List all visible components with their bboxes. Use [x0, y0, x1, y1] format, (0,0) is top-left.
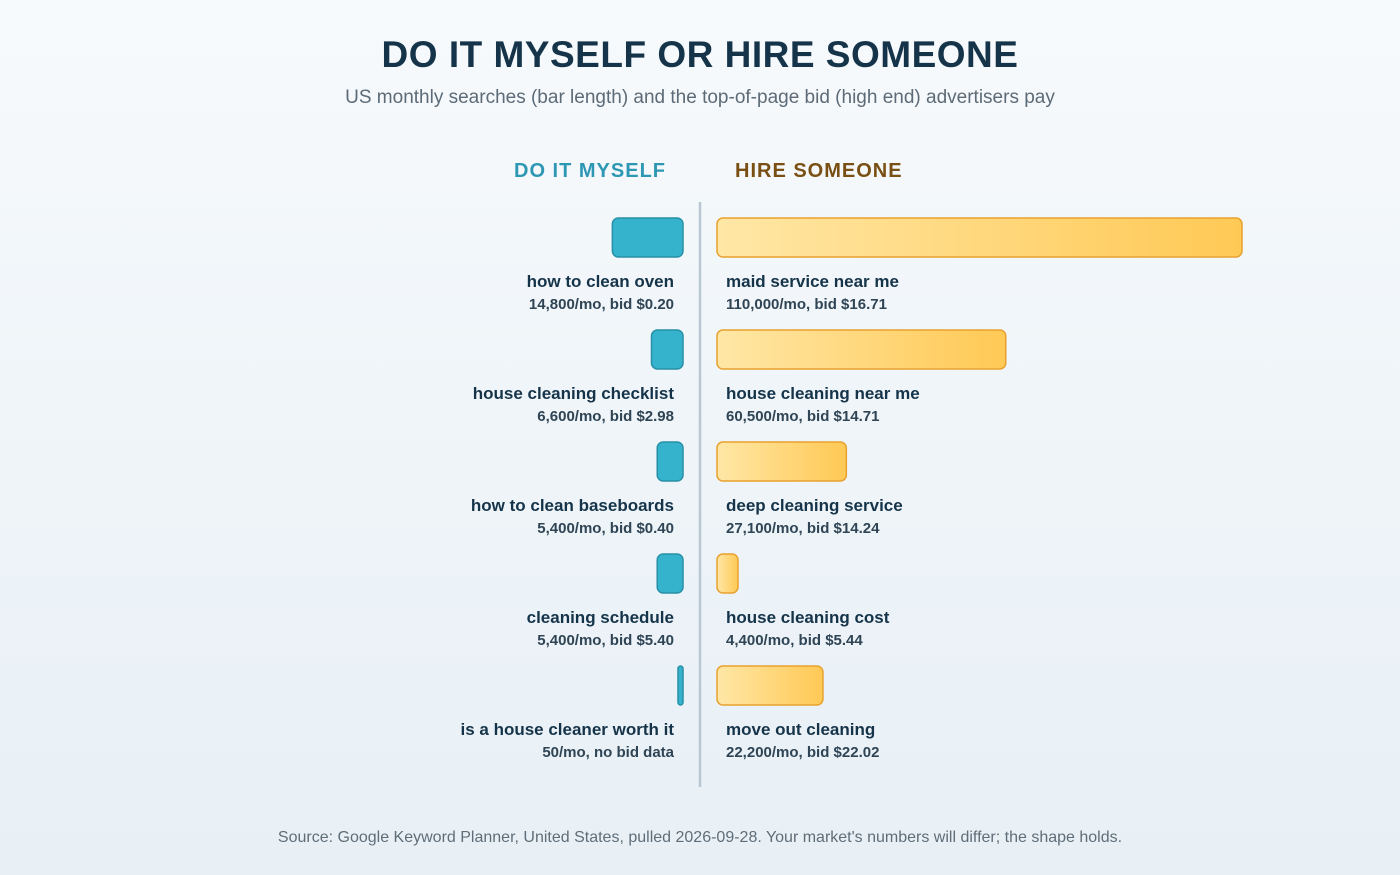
diy-data-label: 50/mo, no bid data	[542, 744, 674, 761]
hire-keyword-label: deep cleaning service	[726, 496, 903, 515]
diy-bar	[677, 665, 684, 706]
hire-bar	[716, 553, 739, 594]
hire-data-label: 22,200/mo, bid $22.02	[726, 744, 879, 761]
hire-data-label: 4,400/mo, bid $5.44	[726, 632, 863, 649]
hire-bar	[716, 665, 824, 706]
hire-data-label: 110,000/mo, bid $16.71	[726, 296, 887, 313]
chart-subtitle: US monthly searches (bar length) and the…	[345, 87, 1055, 108]
chart-title: DO IT MYSELF OR HIRE SOMEONE	[381, 34, 1019, 75]
hire-keyword-label: house cleaning near me	[726, 384, 920, 403]
hire-data-label: 60,500/mo, bid $14.71	[726, 408, 879, 425]
diy-keyword-label: how to clean oven	[527, 272, 674, 291]
source-note: Source: Google Keyword Planner, United S…	[277, 829, 1123, 846]
hire-data-label: 27,100/mo, bid $14.24	[726, 520, 880, 537]
diy-data-label: 5,400/mo, bid $0.40	[537, 520, 674, 537]
hire-bar	[716, 329, 1007, 370]
hire-keyword-label: move out cleaning	[726, 720, 875, 739]
hire-keyword-label: maid service near me	[726, 272, 899, 291]
hire-bar	[716, 441, 848, 482]
diy-bar	[611, 217, 684, 258]
diy-bar	[656, 553, 684, 594]
diy-data-label: 6,600/mo, bid $2.98	[537, 408, 674, 425]
diy-bar	[656, 441, 684, 482]
hire-column-heading: HIRE SOMEONE	[735, 160, 903, 182]
diy-bar	[650, 329, 684, 370]
hire-keyword-label: house cleaning cost	[726, 608, 890, 627]
diy-keyword-label: how to clean baseboards	[471, 496, 674, 515]
diy-data-label: 5,400/mo, bid $5.40	[537, 632, 674, 649]
diy-keyword-label: cleaning schedule	[527, 608, 674, 627]
diy-keyword-label: house cleaning checklist	[473, 384, 675, 403]
hire-bar	[716, 217, 1243, 258]
diy-column-heading: DO IT MYSELF	[514, 160, 666, 182]
diy-data-label: 14,800/mo, bid $0.20	[529, 296, 674, 313]
diy-keyword-label: is a house cleaner worth it	[460, 720, 674, 739]
